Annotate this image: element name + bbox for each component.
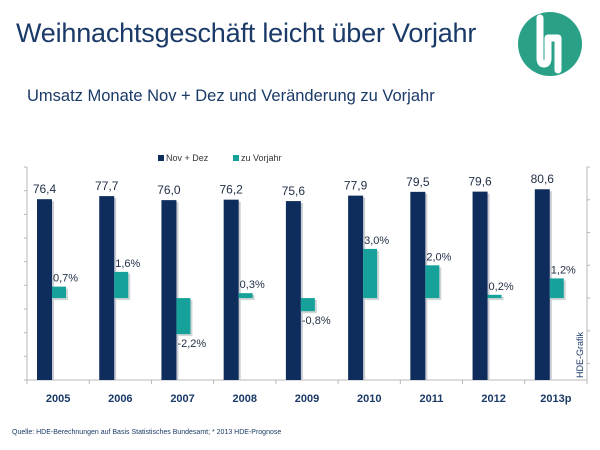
value-label-zu-vorjahr: 2,0%	[426, 251, 451, 263]
bar-nov-dez	[534, 189, 550, 380]
bar-shadow	[489, 296, 504, 301]
bar-zu-vorjahr	[487, 294, 502, 299]
value-label-zu-vorjahr: 0,2%	[489, 281, 514, 293]
bar-zu-vorjahr	[425, 265, 440, 299]
bar-zu-vorjahr	[114, 271, 129, 299]
legend-swatch-nov-dez	[158, 155, 164, 161]
page-title: Weihnachtsgeschäft leicht über Vorjahr	[16, 18, 477, 48]
value-label-nov-dez: 79,6	[468, 175, 492, 189]
value-label-nov-dez: 77,9	[344, 179, 368, 193]
value-label-nov-dez: 77,7	[95, 179, 119, 193]
bar-zu-vorjahr	[300, 298, 315, 312]
bar-nov-dez	[410, 191, 426, 380]
bar-nov-dez	[472, 191, 488, 380]
bar-zu-vorjahr	[176, 298, 191, 335]
legend-label-nov-dez: Nov + Dez	[166, 153, 209, 163]
value-label-nov-dez: 79,5	[406, 175, 430, 189]
bar-nov-dez	[37, 199, 52, 380]
bar-nov-dez	[285, 201, 301, 380]
bar-zu-vorjahr	[363, 248, 378, 299]
value-label-nov-dez: 75,6	[282, 184, 306, 198]
value-label-zu-vorjahr: -2,2%	[177, 338, 206, 350]
x-axis-category-label: 2010	[357, 393, 381, 405]
value-label-zu-vorjahr: 1,2%	[551, 264, 576, 276]
value-label-nov-dez: 76,0	[157, 183, 181, 197]
x-axis-category-label: 2007	[170, 393, 194, 405]
x-axis-category-label: 2005	[46, 393, 70, 405]
x-axis-category-label: 2008	[233, 393, 257, 405]
value-label-nov-dez: 76,2	[219, 183, 243, 197]
legend: Nov + Dez zu Vorjahr	[158, 153, 282, 163]
axes	[24, 166, 590, 384]
logo-glyph	[536, 14, 562, 74]
bar-zu-vorjahr	[52, 286, 66, 299]
x-axis-category-label: 2011	[420, 393, 444, 405]
value-label-zu-vorjahr: 3,0%	[364, 235, 389, 247]
value-label-zu-vorjahr: 0,7%	[53, 273, 78, 285]
legend-swatch-zu-vorjahr	[233, 155, 239, 161]
hde-grafik-label: HDE-Grafik	[575, 331, 585, 378]
value-label-zu-vorjahr: 1,6%	[115, 258, 140, 270]
labels: 76,4 0,7% 2005 77,7 1,6% 2006 76,0 -2,2% 2007 76,…	[33, 172, 576, 405]
x-axis-category-label: 2009	[295, 393, 319, 405]
value-label-zu-vorjahr: -0,8%	[302, 315, 331, 327]
bar-nov-dez	[99, 196, 115, 380]
bar-zu-vorjahr	[549, 278, 564, 299]
value-label-zu-vorjahr: 0,3%	[240, 279, 265, 291]
x-axis-category-label: 2006	[108, 393, 132, 405]
x-axis-category-label: 2012	[481, 393, 505, 405]
bar-zu-vorjahr	[238, 293, 253, 299]
chart-subtitle: Umsatz Monate Nov + Dez und Veränderung …	[27, 87, 435, 105]
bar-nov-dez	[223, 199, 239, 380]
value-label-nov-dez: 76,4	[33, 182, 57, 196]
bar-nov-dez	[348, 195, 364, 380]
legend-label-zu-vorjahr: zu Vorjahr	[241, 153, 282, 163]
hde-logo-icon	[518, 12, 582, 76]
source-note: Quelle: HDE-Berechnungen auf Basis Stati…	[12, 429, 282, 436]
x-axis-category-label: 2013p	[540, 393, 571, 405]
value-label-nov-dez: 80,6	[531, 172, 555, 186]
bars	[37, 189, 566, 380]
bar-nov-dez	[161, 200, 177, 380]
